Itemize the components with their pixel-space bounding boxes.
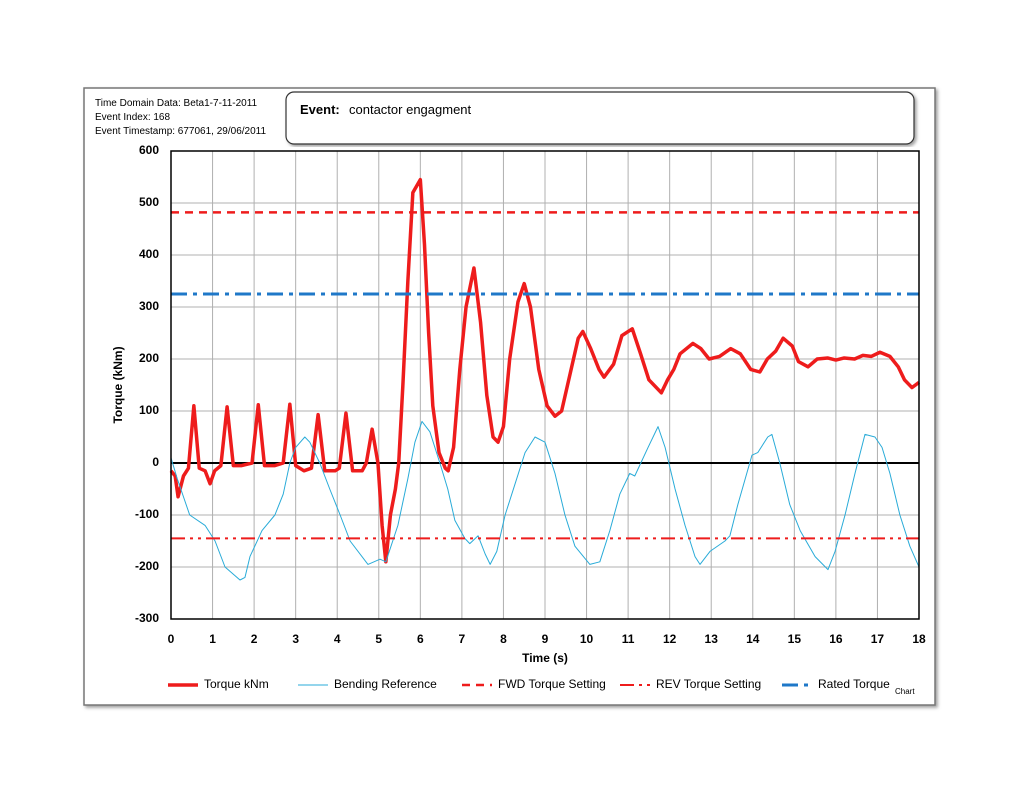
header-line: Event Index: 168 bbox=[95, 112, 170, 123]
y-tick-label: 600 bbox=[139, 143, 159, 157]
event-label: Event: bbox=[300, 102, 340, 117]
x-tick-label: 15 bbox=[788, 632, 802, 646]
legend-label: REV Torque Setting bbox=[656, 677, 761, 691]
x-tick-label: 6 bbox=[417, 632, 424, 646]
x-tick-label: 13 bbox=[705, 632, 719, 646]
y-axis-label: Torque (kNm) bbox=[111, 346, 125, 423]
y-tick-label: 100 bbox=[139, 403, 159, 417]
event-text: contactor engagment bbox=[349, 102, 472, 117]
y-tick-label: 200 bbox=[139, 351, 159, 365]
x-tick-label: 1 bbox=[209, 632, 216, 646]
x-tick-label: 4 bbox=[334, 632, 341, 646]
header-line: Time Domain Data: Beta1-7-11-2011 bbox=[95, 98, 258, 109]
plot-border bbox=[170, 150, 920, 620]
event-box bbox=[285, 91, 915, 145]
x-tick-label: 17 bbox=[871, 632, 885, 646]
legend-label: FWD Torque Setting bbox=[498, 677, 606, 691]
x-tick-label: 10 bbox=[580, 632, 594, 646]
header-line: Event Timestamp: 677061, 29/06/2011 bbox=[95, 126, 266, 137]
y-tick-label: -200 bbox=[135, 559, 159, 573]
x-tick-label: 8 bbox=[500, 632, 507, 646]
x-tick-label: 12 bbox=[663, 632, 677, 646]
y-tick-label: 500 bbox=[139, 195, 159, 209]
x-tick-label: 5 bbox=[375, 632, 382, 646]
legend-label: Rated Torque bbox=[818, 677, 890, 691]
x-tick-label: 9 bbox=[542, 632, 549, 646]
legend-label: Torque kNm bbox=[204, 677, 269, 691]
plot bbox=[169, 177, 921, 581]
y-tick-label: -300 bbox=[135, 611, 159, 625]
x-tick-label: 16 bbox=[829, 632, 843, 646]
x-tick-label: 3 bbox=[292, 632, 299, 646]
x-tick-label: 7 bbox=[459, 632, 466, 646]
footer-label: Chart bbox=[895, 687, 915, 696]
x-tick-label: 0 bbox=[168, 632, 175, 646]
y-tick-label: 300 bbox=[139, 299, 159, 313]
legend-label: Bending Reference bbox=[334, 677, 437, 691]
legend: Torque kNm Bending Reference FWD Torque Se… bbox=[168, 677, 890, 691]
x-tick-label: 18 bbox=[912, 632, 926, 646]
x-tick-label: 14 bbox=[746, 632, 760, 646]
y-tick-label: -100 bbox=[135, 507, 159, 521]
series-line bbox=[169, 177, 921, 564]
y-tick-label: 400 bbox=[139, 247, 159, 261]
x-axis-label: Time (s) bbox=[522, 651, 568, 665]
x-tick-label: 2 bbox=[251, 632, 258, 646]
series-line bbox=[170, 420, 920, 581]
chart-frame bbox=[83, 87, 936, 706]
x-tick-label: 11 bbox=[622, 632, 635, 646]
y-tick-label: 0 bbox=[152, 455, 159, 469]
